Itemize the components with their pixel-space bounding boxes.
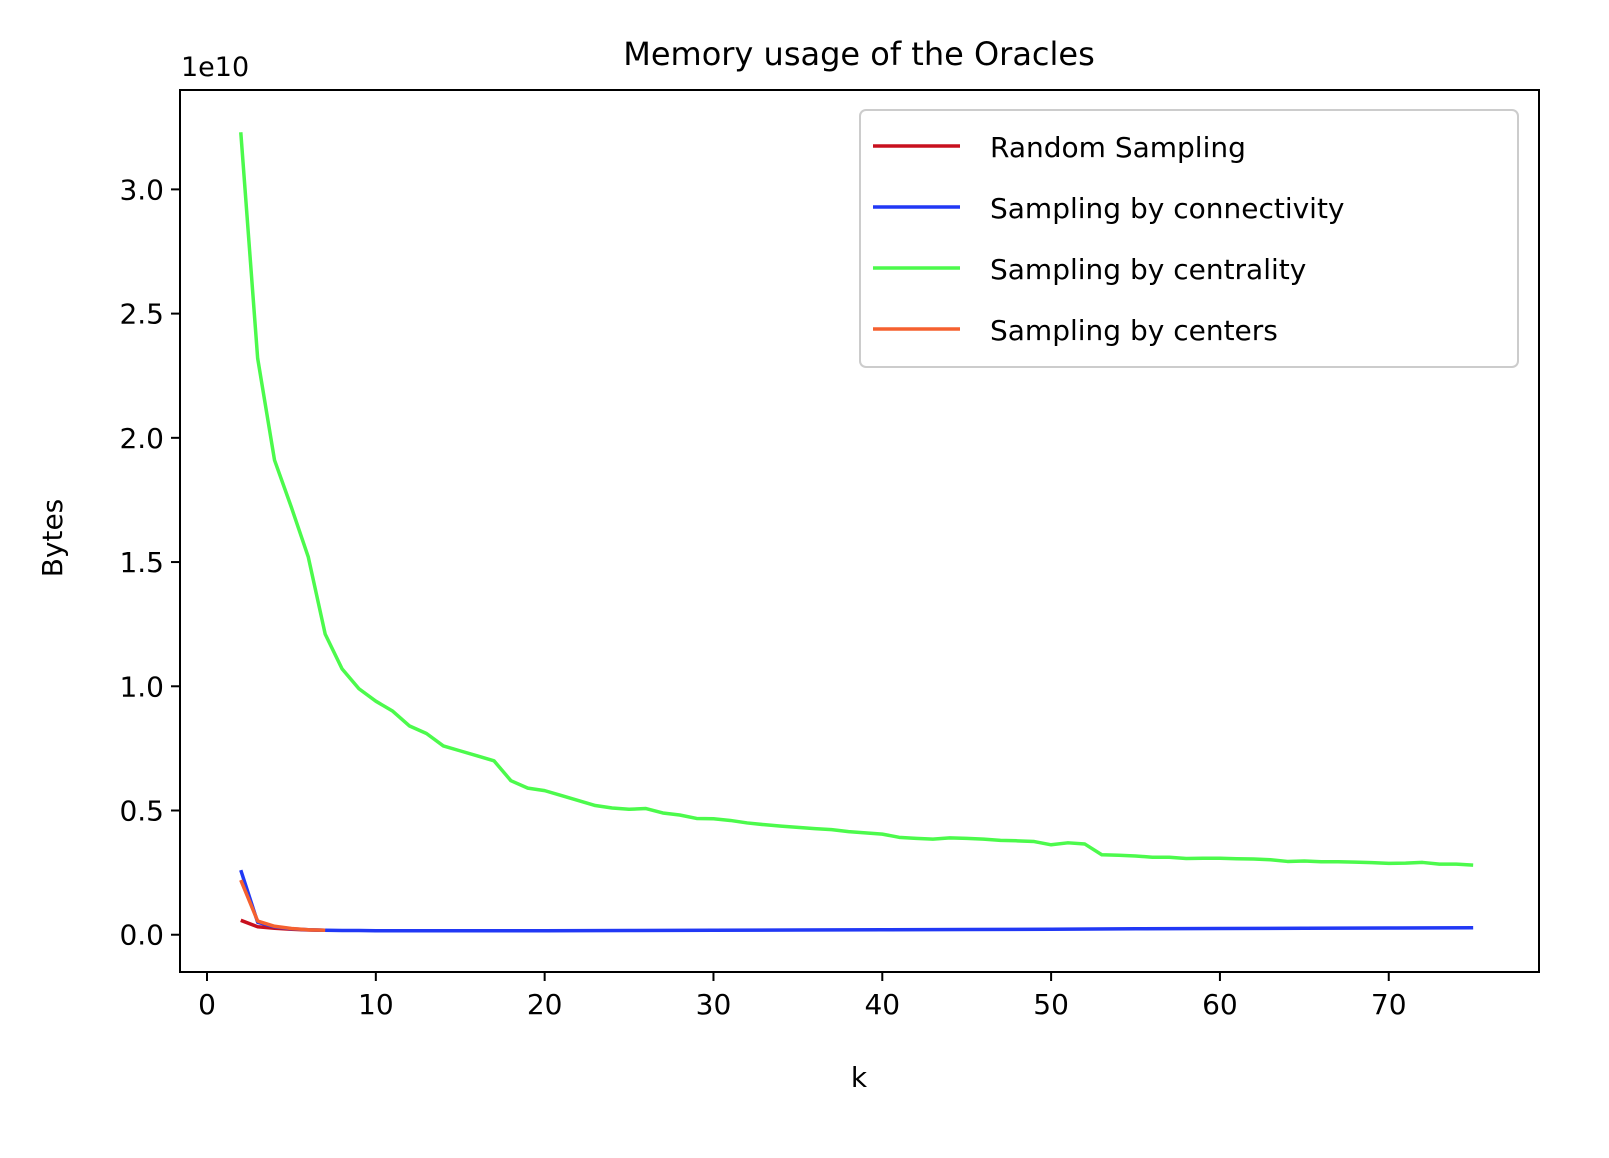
y-tick-label: 3.0 xyxy=(119,173,164,206)
x-tick-label: 50 xyxy=(1033,988,1069,1021)
x-tick-label: 30 xyxy=(696,988,732,1021)
y-tick-label: 1.0 xyxy=(119,670,164,703)
x-axis-ticks: 0 10 20 30 40 50 60 70 xyxy=(198,972,1407,1021)
series-line-sampling-by-centers xyxy=(239,879,326,933)
legend-label-random-sampling: Random Sampling xyxy=(990,131,1246,164)
y-tick-label: 2.0 xyxy=(119,422,164,455)
x-tick-label: 10 xyxy=(358,988,394,1021)
x-axis-label: k xyxy=(851,1061,868,1094)
series-line-sampling-by-centrality xyxy=(239,132,1474,867)
series-line-sampling-by-connectivity xyxy=(239,869,1474,933)
y-tick-label: 0.5 xyxy=(119,795,164,828)
legend-label-sampling-by-centrality: Sampling by centrality xyxy=(990,253,1306,286)
x-tick-label: 40 xyxy=(864,988,900,1021)
y-tick-label: 0.0 xyxy=(119,919,164,952)
x-tick-label: 60 xyxy=(1202,988,1238,1021)
x-tick-label: 0 xyxy=(198,988,216,1021)
series-lines xyxy=(239,132,1474,933)
plot-frame xyxy=(179,89,1540,973)
legend-label-sampling-by-centers: Sampling by centers xyxy=(990,314,1278,347)
y-offset-label: 1e10 xyxy=(181,52,249,83)
legend-box xyxy=(859,109,1519,368)
y-axis-label: Bytes xyxy=(36,499,69,578)
y-axis-ticks: 0.0 0.5 1.0 1.5 2.0 2.5 3.0 xyxy=(119,173,180,952)
x-tick-label: 20 xyxy=(527,988,563,1021)
x-tick-label: 70 xyxy=(1371,988,1407,1021)
y-tick-label: 2.5 xyxy=(119,298,164,331)
chart-title: Memory usage of the Oracles xyxy=(623,35,1095,73)
legend: Random Sampling Sampling by connectivity S… xyxy=(859,109,1519,368)
y-tick-label: 1.5 xyxy=(119,546,164,579)
legend-label-sampling-by-connectivity: Sampling by connectivity xyxy=(990,192,1345,225)
